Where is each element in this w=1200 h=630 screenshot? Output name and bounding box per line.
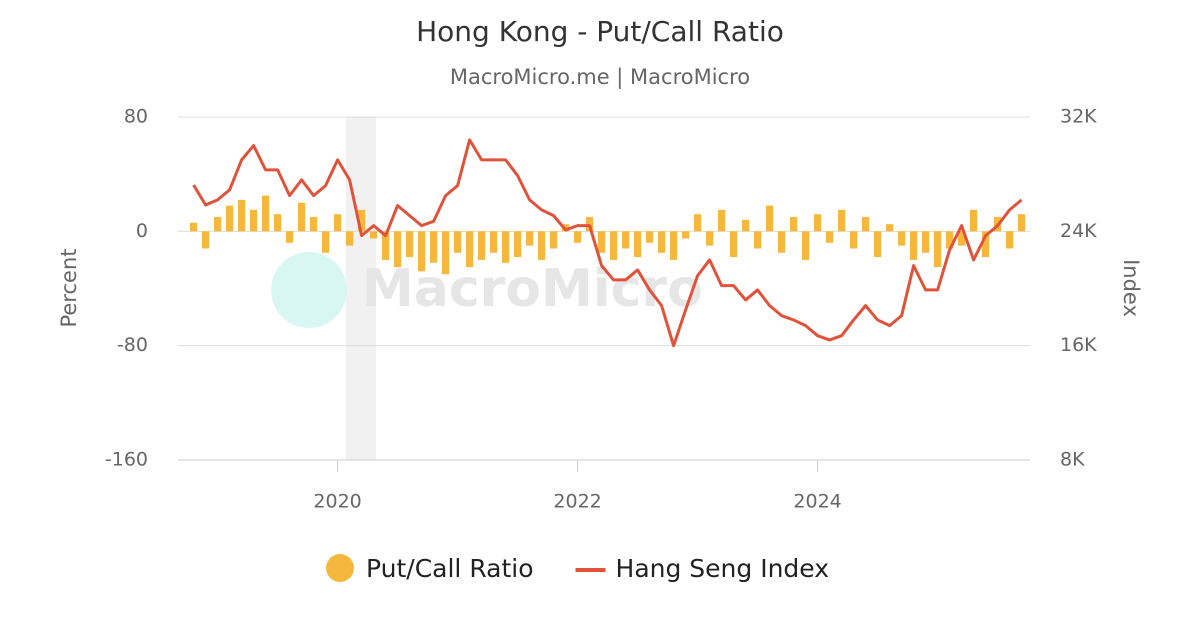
bar xyxy=(778,231,786,253)
y-axis-title: Percent xyxy=(57,248,81,327)
bar xyxy=(682,231,690,239)
bar xyxy=(658,231,666,253)
y2-tick-label: 8K xyxy=(1060,449,1085,471)
legend-label: Put/Call Ratio xyxy=(366,554,534,583)
x-tick-label: 2020 xyxy=(313,491,361,513)
bar xyxy=(934,231,942,268)
bar xyxy=(274,214,282,232)
bar xyxy=(694,214,702,232)
bar xyxy=(850,231,858,249)
bar xyxy=(490,231,498,253)
bar xyxy=(898,231,906,246)
bar xyxy=(406,231,414,258)
bar xyxy=(982,231,990,258)
bar xyxy=(502,231,510,263)
line xyxy=(192,138,1023,348)
bar xyxy=(910,231,918,260)
bar xyxy=(766,205,774,232)
bar xyxy=(526,231,534,246)
bar xyxy=(958,231,966,246)
y-tick-label: 0 xyxy=(136,220,148,242)
bar xyxy=(190,222,198,232)
bar xyxy=(454,231,462,253)
bar xyxy=(838,209,846,232)
bar xyxy=(790,217,798,232)
y2-axis-title: Index xyxy=(1119,259,1143,317)
bar xyxy=(754,231,762,249)
x-tick-label: 2022 xyxy=(553,491,601,513)
bar xyxy=(262,195,270,232)
bar xyxy=(226,205,234,232)
bar xyxy=(298,202,306,232)
bar xyxy=(862,217,870,232)
bar xyxy=(802,231,810,260)
bar xyxy=(238,199,246,232)
bar xyxy=(742,219,750,232)
bar xyxy=(310,217,318,232)
y-tick-label: -80 xyxy=(117,334,148,356)
bar xyxy=(826,231,834,243)
bar xyxy=(322,231,330,253)
bar xyxy=(730,231,738,258)
bar xyxy=(202,231,210,249)
bar xyxy=(718,209,726,232)
bar xyxy=(430,231,438,263)
legend-label: Hang Seng Index xyxy=(616,554,830,583)
bar xyxy=(286,231,294,243)
bar xyxy=(466,231,474,268)
bar xyxy=(334,214,342,232)
bar xyxy=(550,231,558,249)
y2-tick-label: 16K xyxy=(1060,334,1097,356)
y2-tick-label: 32K xyxy=(1060,106,1097,128)
bar xyxy=(250,209,258,232)
chart-subtitle: MacroMicro.me | MacroMicro xyxy=(450,65,750,90)
y-tick-label: -160 xyxy=(105,449,148,471)
bar xyxy=(886,224,894,232)
bar xyxy=(874,231,882,258)
shaded-band xyxy=(346,117,376,460)
bar xyxy=(706,231,714,246)
bar xyxy=(610,231,618,260)
chart-title: Hong Kong - Put/Call Ratio xyxy=(416,15,784,48)
watermark: MacroMicro xyxy=(362,259,703,319)
bar xyxy=(646,231,654,243)
bar xyxy=(622,231,630,249)
bar xyxy=(922,231,930,253)
bar xyxy=(814,214,822,232)
bar xyxy=(574,231,582,243)
bar xyxy=(358,209,366,232)
bar xyxy=(418,231,426,272)
bar xyxy=(478,231,486,260)
bar xyxy=(514,231,522,258)
bar xyxy=(946,231,954,249)
bar xyxy=(538,231,546,260)
bar xyxy=(670,231,678,260)
bar xyxy=(370,231,378,239)
bar xyxy=(1006,231,1014,249)
bar xyxy=(970,209,978,232)
bar xyxy=(1018,214,1026,232)
watermark-logo xyxy=(271,252,347,328)
bar xyxy=(442,231,450,275)
bar xyxy=(346,231,354,246)
y-tick-label: 80 xyxy=(124,106,148,128)
bar xyxy=(634,231,642,258)
bar xyxy=(394,231,402,268)
y2-tick-label: 24K xyxy=(1060,220,1097,242)
bar xyxy=(598,231,606,253)
legend-swatch xyxy=(326,554,354,582)
bar xyxy=(214,217,222,232)
bar xyxy=(382,231,390,260)
x-tick-label: 2024 xyxy=(793,491,841,513)
